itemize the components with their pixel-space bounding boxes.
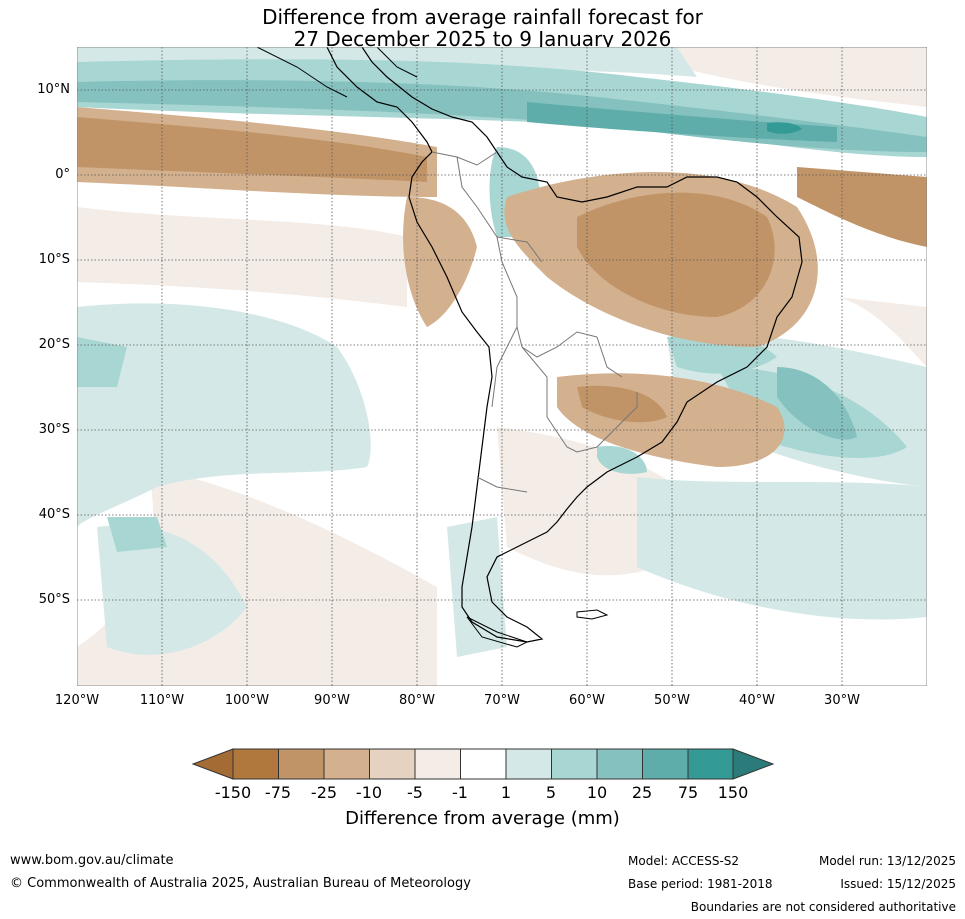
colorbar-segment [232, 748, 279, 780]
website-link[interactable]: www.bom.gov.au/climate [10, 853, 174, 868]
colorbar-tick: -150 [214, 783, 252, 802]
colorbar-tick: 10 [586, 783, 608, 802]
model-run-text: Model run: 13/12/2025 [818, 854, 956, 868]
colorbar-tick: -10 [355, 783, 383, 802]
anomaly-region [97, 525, 247, 655]
lat-label-30s: 30°S [38, 422, 70, 437]
issued-text: Issued: 15/12/2025 [840, 877, 956, 891]
anomaly-region [797, 167, 927, 247]
colorbar-tick: -1 [452, 783, 468, 802]
anomaly-region [677, 47, 927, 107]
colorbar-tick: -25 [310, 783, 338, 802]
tierra-del-fuego [466, 616, 529, 648]
disclaimer-text: Boundaries are not considered authoritat… [690, 900, 956, 914]
south-america-coastline [326, 47, 803, 643]
map-title-line-2: 27 December 2025 to 9 January 2026 [293, 27, 672, 51]
anomaly-region [77, 207, 407, 307]
colorbar-segment [732, 748, 775, 780]
rainfall-anomaly-map [77, 47, 927, 686]
copyright-text: © Commonwealth of Australia 2025, Austra… [10, 876, 471, 891]
lat-label-40s: 40°S [38, 507, 70, 522]
colorbar-segment [191, 748, 234, 780]
colorbar-tick: 5 [545, 783, 557, 802]
base-period-text: Base period: 1981-2018 [628, 877, 773, 891]
anomaly-region [447, 517, 507, 657]
anomaly-region [527, 102, 837, 142]
map-title-line-1: Difference from average rainfall forecas… [262, 5, 703, 29]
lon-label-100w: 100°W [224, 693, 270, 708]
lat-label-10n: 10°N [37, 82, 70, 97]
lon-label-70w: 70°W [484, 693, 520, 708]
model-text: Model: ACCESS-S2 [628, 854, 740, 868]
colorbar-segment [596, 748, 643, 780]
lon-label-30w: 30°W [824, 693, 860, 708]
colorbar-segment [323, 748, 370, 780]
colorbar-segment [551, 748, 598, 780]
colorbar-tick: 25 [631, 783, 653, 802]
lat-label-50s: 50°S [38, 592, 70, 607]
anomaly-region [577, 192, 775, 317]
colorbar-segment [369, 748, 416, 780]
anomaly-region [837, 297, 927, 367]
falkland-islands [576, 609, 609, 620]
anomaly-region [77, 303, 371, 527]
colorbar [191, 748, 775, 780]
colorbar-tick: 75 [677, 783, 699, 802]
anomaly-region [597, 446, 647, 474]
colorbar-tick: -5 [407, 783, 423, 802]
colorbar-tick: 150 [717, 783, 749, 802]
anomaly-region [77, 337, 127, 387]
lon-label-120w: 120°W [54, 693, 100, 708]
colorbar-label: Difference from average (mm) [345, 808, 620, 829]
anomaly-region [577, 385, 667, 423]
lon-label-40w: 40°W [739, 693, 775, 708]
lat-label-0: 0° [55, 167, 70, 182]
lon-label-60w: 60°W [569, 693, 605, 708]
colorbar-segment [505, 748, 552, 780]
colorbar-tick: -75 [264, 783, 292, 802]
central-america-coastline [256, 47, 418, 98]
lon-label-80w: 80°W [399, 693, 435, 708]
colorbar-tick: 1 [500, 783, 512, 802]
lon-label-110w: 110°W [139, 693, 185, 708]
lon-label-90w: 90°W [314, 693, 350, 708]
colorbar-segment [278, 748, 325, 780]
anomaly-region [767, 122, 802, 134]
country-borders [431, 151, 638, 493]
colorbar-segment [414, 748, 461, 780]
anomaly-region [777, 367, 857, 440]
lat-label-10s: 10°S [38, 252, 70, 267]
anomaly-region [637, 477, 927, 620]
lon-label-50w: 50°W [654, 693, 690, 708]
colorbar-segment [687, 748, 734, 780]
lat-label-20s: 20°S [38, 337, 70, 352]
colorbar-segment [642, 748, 689, 780]
anomaly-region [107, 517, 167, 552]
colorbar-segment [460, 748, 507, 780]
anomaly-region [77, 117, 427, 182]
